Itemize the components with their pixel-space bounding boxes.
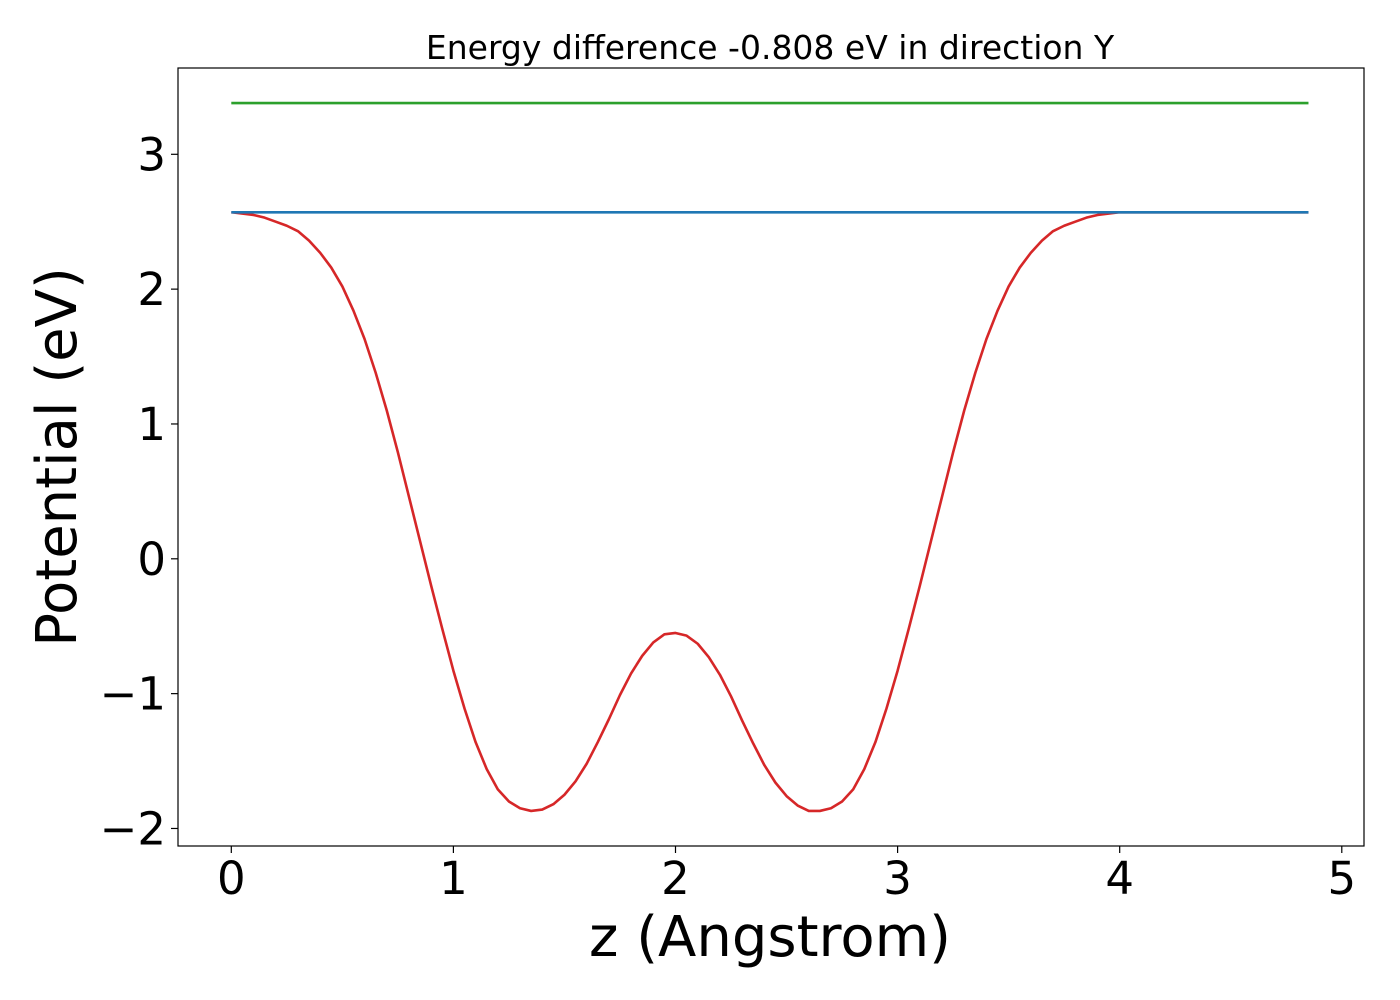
chart-title: Energy difference -0.808 eV in direction… xyxy=(426,28,1115,67)
x-tick-label: 2 xyxy=(661,852,690,905)
x-axis: 0 1 2 3 4 5 xyxy=(217,846,1356,905)
x-tick-label: 4 xyxy=(1105,852,1134,905)
y-tick-label: −1 xyxy=(100,668,166,721)
plot-frame xyxy=(177,67,1365,847)
x-tick-label: 3 xyxy=(883,852,912,905)
x-tick-label: 5 xyxy=(1327,852,1356,905)
y-axis: −2 −1 0 1 2 3 xyxy=(100,128,178,855)
y-axis-label: Potential (eV) xyxy=(25,267,90,647)
y-tick-label: 3 xyxy=(137,128,166,181)
x-axis-label: z (Angstrom) xyxy=(589,905,951,970)
y-tick-label: 0 xyxy=(137,533,166,586)
x-tick-label: 1 xyxy=(439,852,468,905)
y-tick-label: 1 xyxy=(137,398,166,451)
x-tick-label: 0 xyxy=(217,852,246,905)
y-tick-label: −2 xyxy=(100,802,166,855)
y-tick-label: 2 xyxy=(137,263,166,316)
plot-area xyxy=(231,101,1309,813)
